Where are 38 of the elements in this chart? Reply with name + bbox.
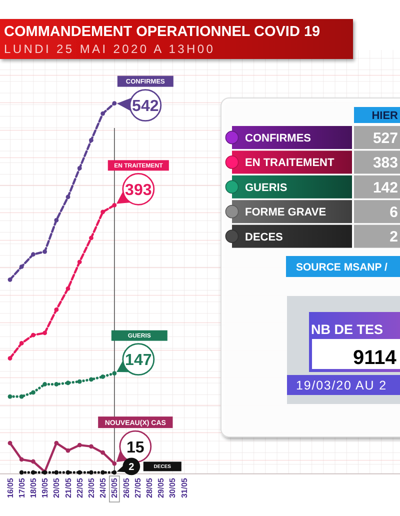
data-label: 393 — [125, 182, 152, 199]
data-label: 142 — [372, 179, 398, 196]
x-tick-label: 28/05 — [145, 477, 154, 498]
x-tick-label: 25/05 — [110, 477, 120, 498]
chart-subtitle: LUNDI 25 MAI 2020 A 13H00 — [4, 42, 216, 56]
category-label: GUERIS — [245, 182, 288, 194]
x-tick-label: 30/05 — [168, 477, 178, 498]
x-tick-label: 21/05 — [64, 477, 73, 498]
category-label: FORME GRAVE — [245, 206, 326, 219]
data-label: 542 — [132, 98, 159, 116]
x-tick-label: 20/05 — [52, 477, 62, 498]
text: NB DE TES — [311, 322, 384, 337]
category-label: EN TRAITEMENT — [245, 157, 334, 170]
x-tick-label: 16/05 — [6, 477, 15, 498]
x-tick-label: 24/05 — [98, 477, 108, 498]
text: 19/03/20 AU 2 — [296, 378, 387, 392]
x-tick-label: 23/05 — [87, 477, 96, 498]
x-tick-label: 17/05 — [17, 477, 26, 498]
x-tick-label: 29/05 — [156, 477, 166, 498]
data-label: 6 — [390, 204, 398, 221]
x-tick-label: 22/05 — [75, 477, 84, 498]
data-label: 15 — [126, 439, 144, 456]
x-tick-label: 19/05 — [40, 477, 50, 498]
x-tick-label: 26/05 — [122, 477, 131, 498]
source-note: SOURCE MSANP / — [296, 261, 388, 274]
data-label: 383 — [372, 154, 398, 172]
text: 9114 — [353, 347, 398, 369]
data-label: 2 — [128, 462, 135, 474]
data-label: 527 — [372, 130, 398, 147]
series-label: HIER — [372, 110, 398, 122]
category-label: DECES — [245, 231, 283, 244]
chart-title: COMMANDEMENT OPERATIONNEL COVID 19 — [4, 24, 320, 40]
x-tick-label: 31/05 — [180, 477, 189, 498]
category-label: CONFIRMES — [245, 132, 311, 144]
data-label: 147 — [125, 352, 152, 370]
x-tick-label: 27/05 — [133, 477, 142, 498]
x-tick-label: 18/05 — [29, 477, 38, 498]
data-label: 2 — [390, 228, 398, 246]
